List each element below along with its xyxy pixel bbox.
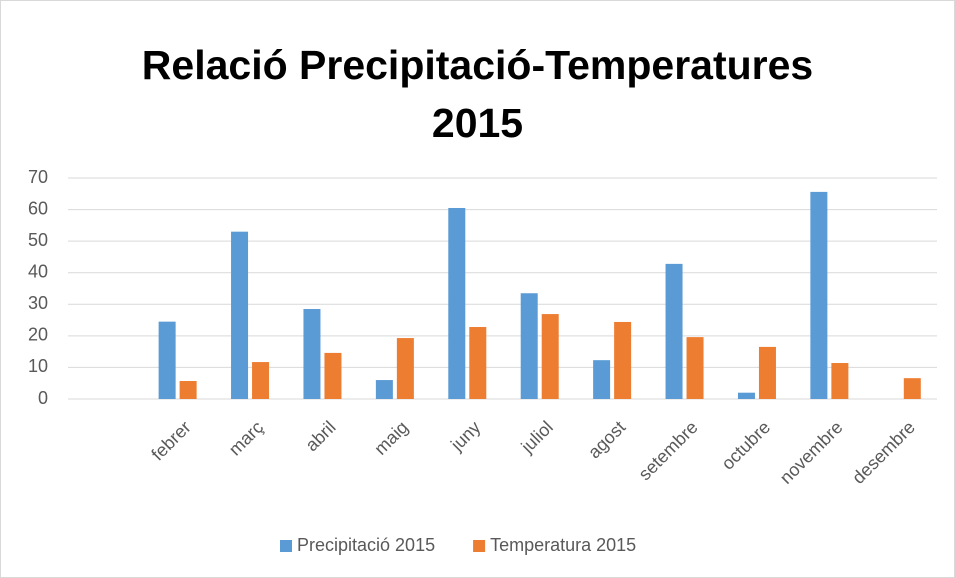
x-tick-label: agost: [584, 417, 629, 462]
y-tick-label: 50: [28, 230, 48, 250]
bar: [324, 352, 342, 399]
x-tick-label: març: [225, 417, 267, 459]
legend-label: Precipitació 2015: [297, 535, 435, 555]
bar: [810, 191, 828, 399]
y-tick-label: 20: [28, 325, 48, 345]
x-tick-label: juliol: [517, 417, 557, 457]
bar: [520, 293, 538, 399]
bar: [448, 207, 466, 399]
x-tick-label: abril: [301, 417, 339, 455]
bar: [758, 346, 776, 399]
bar: [375, 380, 393, 399]
y-tick-label: 60: [28, 198, 48, 218]
bar: [469, 327, 487, 399]
y-tick-label: 10: [28, 356, 48, 376]
bar: [665, 263, 683, 399]
x-tick-label: setembre: [635, 417, 702, 484]
chart-title: Relació Precipitació-Temperatures 2015: [141, 42, 814, 146]
bar: [252, 362, 270, 399]
bar: [686, 337, 704, 399]
bar: [737, 392, 755, 399]
y-tick-label: 0: [38, 388, 48, 408]
bar: [903, 378, 921, 399]
bar: [593, 360, 611, 399]
y-tick-label: 40: [28, 261, 48, 281]
y-tick-label: 70: [28, 167, 48, 187]
bar: [614, 321, 632, 399]
bar: [231, 231, 249, 399]
x-tick-label: maig: [370, 417, 412, 459]
bar: [179, 381, 197, 399]
x-tick-label: desembre: [848, 417, 919, 488]
x-tick-label: juny: [446, 417, 484, 455]
legend-swatch: [280, 540, 292, 552]
bar: [541, 314, 559, 399]
chart-title-box: Relació Precipitació-Temperatures 2015: [0, 36, 955, 152]
x-tick-label: febrer: [147, 417, 194, 464]
bar: [158, 321, 176, 399]
legend-label: Temperatura 2015: [490, 535, 636, 555]
bar: [831, 363, 849, 399]
bar: [396, 338, 414, 399]
x-tick-label: octubre: [718, 417, 775, 474]
bar: [303, 309, 321, 399]
x-tick-label: novembre: [776, 417, 847, 488]
y-tick-label: 30: [28, 293, 48, 313]
legend-swatch: [473, 540, 486, 552]
